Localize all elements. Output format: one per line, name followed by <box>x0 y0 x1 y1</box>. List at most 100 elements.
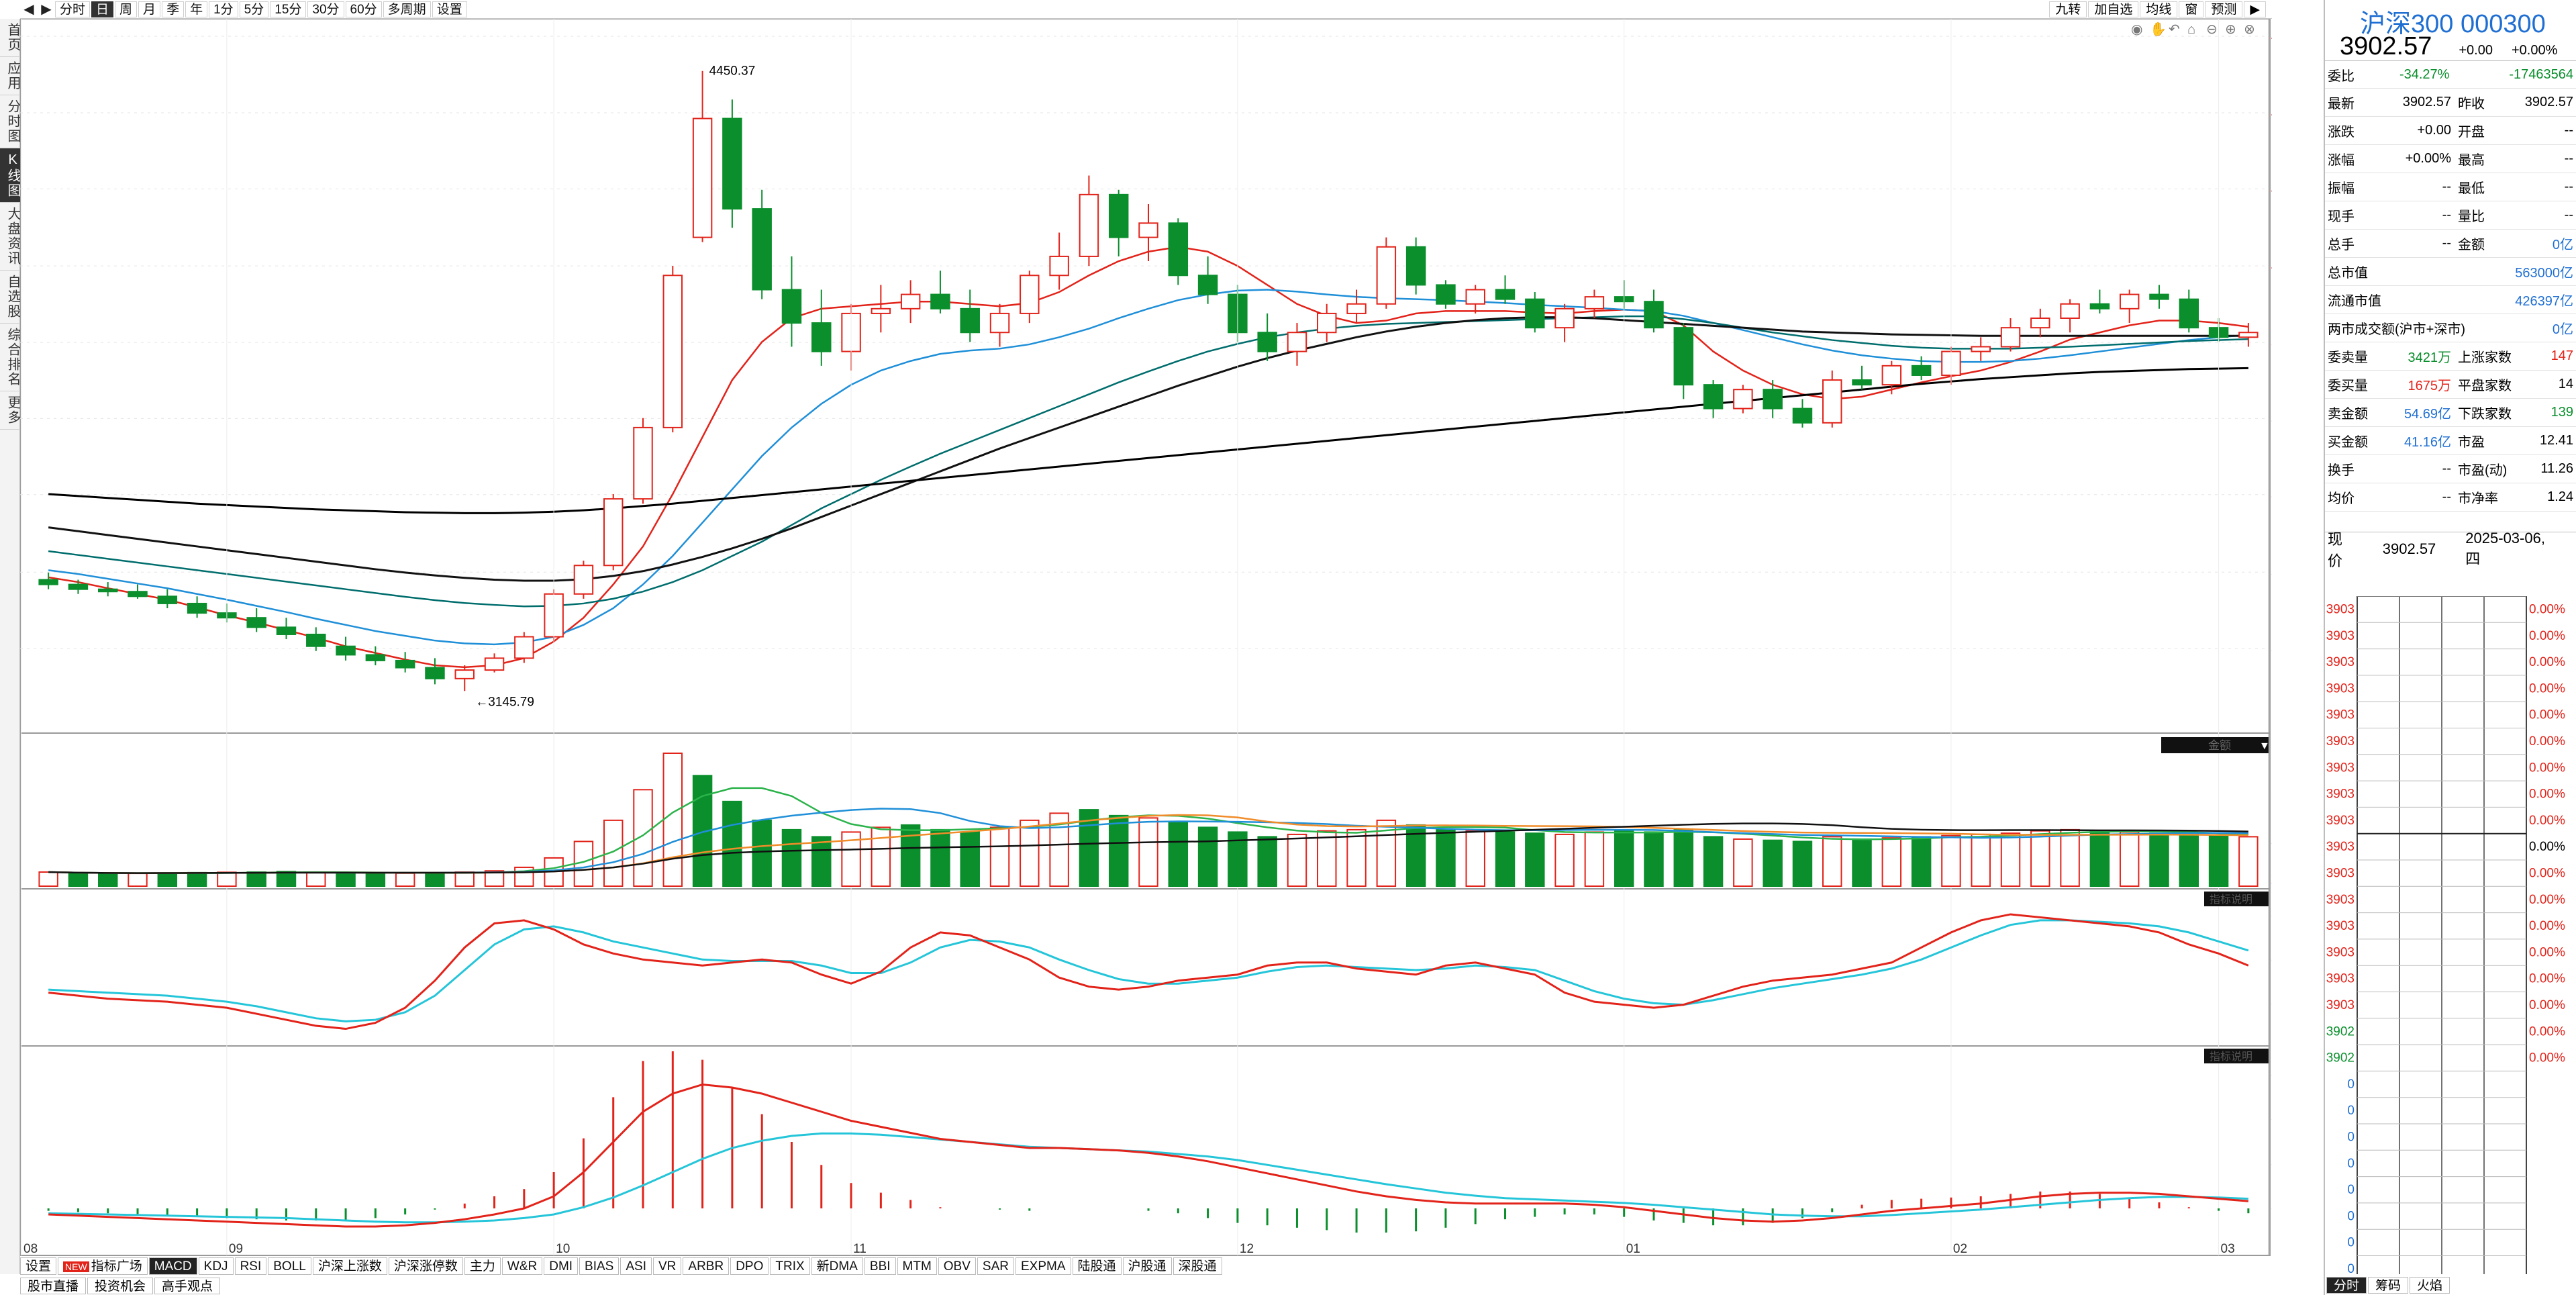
chart-tool-icon[interactable]: ⊕ <box>2225 22 2236 37</box>
toolbar-button[interactable]: 窗 <box>2179 1 2204 17</box>
indicator-tab[interactable]: 主力 <box>464 1257 501 1275</box>
indicator-tab[interactable]: TRIX <box>770 1257 810 1275</box>
toolbar-button[interactable]: 九转 <box>2049 1 2087 17</box>
mini-right-label: 0.00% <box>2529 734 2565 749</box>
indicator-tab[interactable]: VR <box>652 1257 682 1275</box>
indicator-tab[interactable]: 陆股通 <box>1072 1257 1122 1275</box>
period-button[interactable]: 1分 <box>209 1 238 17</box>
period-button[interactable]: 30分 <box>307 1 344 17</box>
quote-row: 总市值 563000亿 <box>2325 258 2576 286</box>
indicator-tab[interactable]: 新DMA <box>811 1257 863 1275</box>
volume-bar <box>900 824 921 888</box>
mini-right-label: 0.00% <box>2529 840 2565 854</box>
candle-body <box>662 275 683 428</box>
candle-body <box>811 322 832 352</box>
sidebar-item[interactable]: 自选股 <box>0 271 20 324</box>
volume-bar <box>38 871 58 888</box>
tab-indicator-square[interactable]: NEW 指标广场 <box>58 1257 148 1275</box>
chart-tool-icon[interactable]: ⌂ <box>2187 22 2195 37</box>
sidebar-item[interactable]: K线图 <box>0 148 20 203</box>
indicator-tab[interactable]: 沪深上涨数 <box>312 1257 387 1275</box>
macd-info-tag[interactable] <box>2204 1049 2269 1063</box>
indicator-tab[interactable]: EXPMA <box>1015 1257 1071 1275</box>
panel-tab[interactable]: 火焰 <box>2410 1277 2450 1294</box>
indicator-tab[interactable]: ARBR <box>683 1257 730 1275</box>
indicator-tab[interactable]: BOLL <box>268 1257 311 1275</box>
indicator-tab[interactable]: BIAS <box>579 1257 620 1275</box>
volume-bar <box>365 873 386 887</box>
sidebar-item[interactable]: 大盘资讯 <box>0 203 20 271</box>
indicator-tab[interactable]: 沪股通 <box>1122 1257 1172 1275</box>
chart-tool-icon[interactable]: ⊗ <box>2244 22 2255 37</box>
period-button[interactable]: 5分 <box>239 1 269 17</box>
indicator-tab[interactable]: W&R <box>501 1257 543 1275</box>
candle-body <box>1079 193 1099 257</box>
sidebar-item[interactable]: 首页 <box>0 19 20 57</box>
quote-row: 换手 -- 市盈(动) 11.26 <box>2325 455 2576 483</box>
quote-value: 0亿 <box>2552 322 2573 337</box>
indicator-tab[interactable]: DPO <box>730 1257 769 1275</box>
mini-left-label: 0 <box>2347 1131 2355 1145</box>
period-button[interactable]: 季 <box>162 1 185 17</box>
period-button[interactable]: 60分 <box>345 1 382 17</box>
bottom-button[interactable]: 投资机会 <box>87 1278 154 1294</box>
volume-bar <box>811 836 832 888</box>
nav-right-arrow-icon[interactable]: ▶ <box>41 1 52 17</box>
toolbar-button[interactable]: 预测 <box>2205 1 2243 17</box>
chart-tool-icon[interactable]: ↶ <box>2169 22 2180 37</box>
nav-left-arrow-icon[interactable]: ◀ <box>23 1 34 17</box>
sidebar-item[interactable]: 综合排名 <box>0 324 20 391</box>
panel-tab[interactable]: 筹码 <box>2368 1277 2409 1294</box>
kdj-info-tag[interactable] <box>2204 892 2269 906</box>
tab-macd[interactable]: MACD <box>148 1257 197 1275</box>
sidebar-item[interactable]: 应用 <box>0 57 20 95</box>
indicator-tab[interactable]: 设置 <box>20 1257 57 1275</box>
quote-label: 上涨家数 <box>2458 350 2512 365</box>
indicator-tab[interactable]: 沪深涨停数 <box>388 1257 463 1275</box>
bottom-button[interactable]: 股市直播 <box>20 1278 87 1294</box>
quote-label: 最低 <box>2458 181 2485 196</box>
mini-left-label: 0 <box>2347 1157 2355 1171</box>
period-button[interactable]: 月 <box>138 1 161 17</box>
indicator-tab[interactable]: RSI <box>234 1257 267 1275</box>
quote-label: 市净率 <box>2458 491 2498 506</box>
indicator-tab[interactable]: KDJ <box>198 1257 234 1275</box>
chart-tool-icon[interactable]: ✋ <box>2150 21 2167 37</box>
vol-ma-line <box>48 822 2248 874</box>
macd-tick-label: +148.0 <box>2271 1113 2272 1127</box>
period-button[interactable]: 周 <box>115 1 138 17</box>
period-button[interactable]: 设置 <box>432 1 467 17</box>
quote-value: 12.41 <box>2539 433 2573 448</box>
left-sidebar: 首页 应用 分时图 K线图 大盘资讯 自选股 综合排名 更多 <box>0 19 20 1274</box>
chart-tool-icon[interactable]: ⊖ <box>2206 22 2218 37</box>
quote-label: 最新 <box>2328 97 2355 111</box>
period-button[interactable]: 多周期 <box>383 1 431 17</box>
indicator-tab[interactable]: BBI <box>864 1257 896 1275</box>
indicator-tab[interactable]: ASI <box>620 1257 652 1275</box>
bottom-button[interactable]: 高手观点 <box>154 1278 221 1294</box>
sidebar-item[interactable]: 更多 <box>0 391 20 430</box>
volume-bar <box>1525 832 1545 887</box>
indicator-tab[interactable]: 深股通 <box>1173 1257 1222 1275</box>
indicator-tab[interactable]: MTM <box>897 1257 937 1275</box>
toolbar-button[interactable]: 均线 <box>2140 1 2178 17</box>
volume-selector[interactable] <box>2161 737 2269 753</box>
panel-tab[interactable]: 分时 <box>2326 1277 2367 1294</box>
indicator-tab[interactable]: SAR <box>977 1257 1014 1275</box>
quote-label: 委买量 <box>2328 379 2368 393</box>
tab-label: 指标广场 <box>91 1259 142 1274</box>
kline-chart[interactable]: 4523 4362 4202 4040 3879 3719 3559 3396 3236 4450… <box>20 19 2272 1257</box>
period-button[interactable]: 年 <box>185 1 208 17</box>
sidebar-item[interactable]: 分时图 <box>0 95 20 148</box>
indicator-tab[interactable]: DMI <box>544 1257 579 1275</box>
nav-right-arrow-icon[interactable]: ▶ <box>2244 1 2266 17</box>
chart-tool-icon[interactable]: ◉ <box>2131 22 2142 37</box>
indicator-tab[interactable]: OBV <box>938 1257 976 1275</box>
volume-bar <box>2119 831 2140 887</box>
period-button[interactable]: 15分 <box>270 1 307 17</box>
toolbar-button[interactable]: 加自选 <box>2088 1 2139 17</box>
period-button[interactable]: 日 <box>91 1 114 17</box>
mini-right-label: 0.00% <box>2529 761 2565 775</box>
volume-bar <box>1346 828 1367 887</box>
period-button[interactable]: 分时 <box>55 1 91 17</box>
